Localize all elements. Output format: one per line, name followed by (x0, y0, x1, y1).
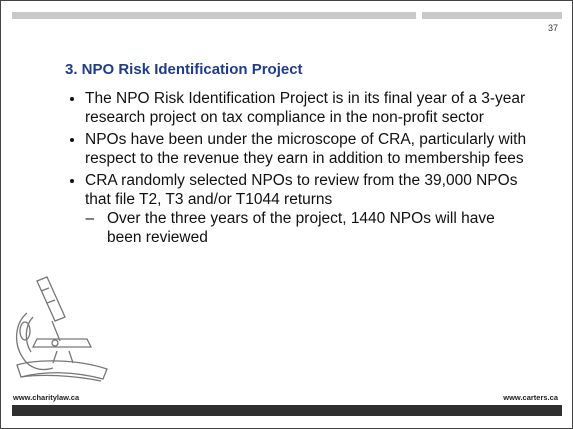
slide: 37 3. NPO Risk Identification Project Th… (0, 0, 573, 429)
top-bar (12, 12, 416, 19)
bottom-bar (12, 405, 562, 416)
slide-heading: 3. NPO Risk Identification Project (65, 61, 303, 78)
sub-bullet-list: Over the three years of the project, 144… (85, 209, 530, 247)
bullet-list: The NPO Risk Identification Project is i… (63, 89, 530, 250)
bullet-text: CRA randomly selected NPOs to review fro… (85, 172, 517, 208)
bullet: The NPO Risk Identification Project is i… (85, 89, 530, 127)
bullet: NPOs have been under the microscope of C… (85, 130, 530, 168)
top-bar (422, 12, 562, 19)
footer-left: www.charitylaw.ca (13, 393, 79, 402)
microscope-illustration (7, 273, 117, 393)
bullet: CRA randomly selected NPOs to review fro… (85, 171, 530, 247)
footer-right: www.carters.ca (503, 393, 558, 402)
sub-bullet: Over the three years of the project, 144… (107, 209, 530, 247)
slide-number: 37 (548, 23, 558, 33)
